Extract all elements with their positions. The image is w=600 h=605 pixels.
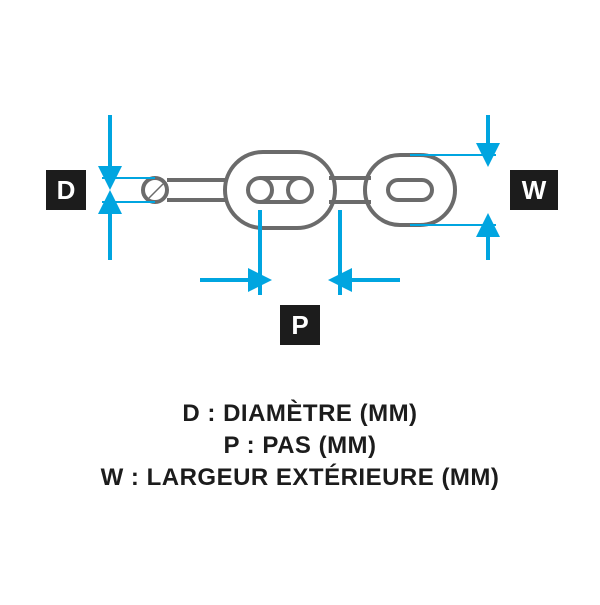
legend-line-2: P : PAS (MM) bbox=[0, 432, 600, 460]
label-p: P bbox=[280, 305, 320, 345]
chain-dimension-diagram: D W P D : DIAMÈTRE (MM) P : PAS (MM) W :… bbox=[0, 0, 600, 600]
diagram-svg bbox=[0, 0, 600, 600]
legend-line-1: D : DIAMÈTRE (MM) bbox=[0, 400, 600, 428]
legend-line-3: W : LARGEUR EXTÉRIEURE (MM) bbox=[0, 464, 600, 492]
label-p-text: P bbox=[291, 310, 308, 341]
label-d-text: D bbox=[57, 175, 76, 206]
label-d: D bbox=[46, 170, 86, 210]
label-w: W bbox=[510, 170, 558, 210]
label-w-text: W bbox=[522, 175, 547, 206]
